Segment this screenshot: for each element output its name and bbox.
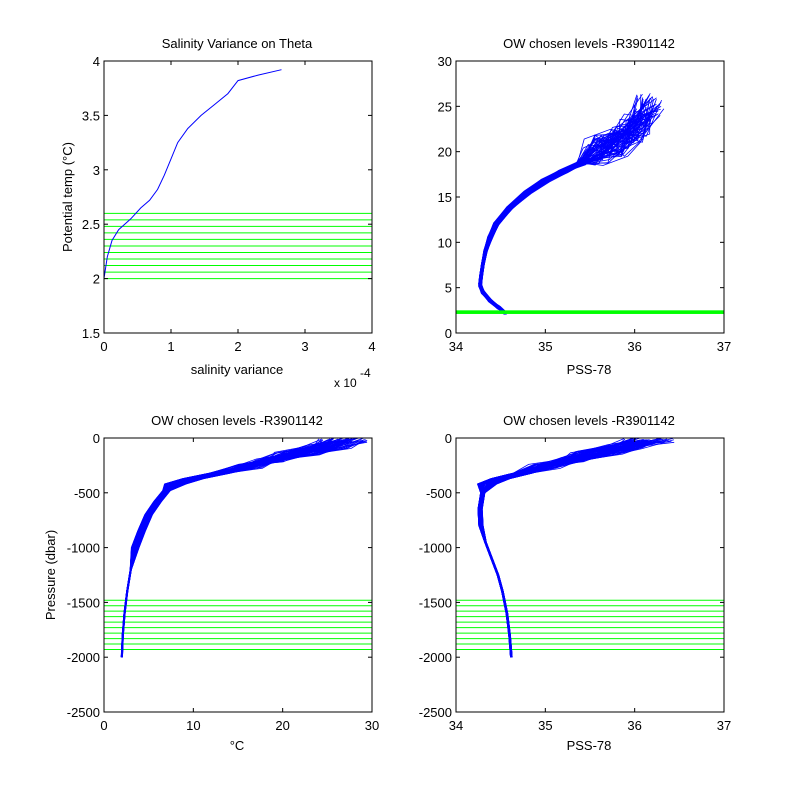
panel-4-title: OW chosen levels -R3901142	[503, 413, 675, 428]
panel-4-marks	[456, 438, 724, 658]
panel-2-xlabel: PSS-78	[567, 362, 612, 377]
panel-2-ytick-label: 20	[438, 145, 452, 160]
ts-profile	[478, 94, 638, 313]
panel-3-ytick-label: 0	[93, 431, 100, 446]
panel-4-ytick-label: -1000	[419, 541, 452, 556]
panel-3-ytick-label: -2000	[67, 650, 100, 665]
ts-profile	[480, 115, 650, 315]
panel-1-ytick-label: 2.5	[82, 217, 100, 232]
panel-2-plot-area	[456, 61, 724, 333]
panel-3-ytick-label: -2500	[67, 705, 100, 720]
panel-1-ylabel: Potential temp (°C)	[60, 142, 75, 252]
salinity-profile	[481, 439, 675, 658]
panel-4-ytick-label: -500	[426, 486, 452, 501]
panel-1-xlabel: salinity variance	[191, 362, 284, 377]
panel-1-xtick-label: 1	[167, 339, 174, 354]
panel-1-marks	[104, 69, 372, 280]
panel-2-title: OW chosen levels -R3901142	[503, 36, 675, 51]
panel-4-background	[456, 438, 724, 712]
panel-3-xtick-label: 10	[186, 718, 200, 733]
salinity-profile	[478, 439, 640, 658]
panel-2-ytick-label: 30	[438, 54, 452, 69]
panel-theta-salinity: OW chosen levels -R3901142 PSS-78	[503, 36, 675, 377]
panel-1-xtick-label: 2	[234, 339, 241, 354]
panel-2-marks	[456, 93, 724, 315]
panel-2-background	[456, 61, 724, 333]
panel-3-title: OW chosen levels -R3901142	[151, 413, 323, 428]
panel-4-ytick-label: -1500	[419, 595, 452, 610]
salinity-profile	[480, 438, 662, 658]
panel-2-xtick-label: 34	[449, 339, 463, 354]
panel-4-xtick-label: 35	[538, 718, 552, 733]
panel-2-ytick-label: 10	[438, 235, 452, 250]
panel-1-title: Salinity Variance on Theta	[162, 36, 313, 51]
panel-pressure-salinity: OW chosen levels -R3901142 PSS-78	[503, 413, 675, 753]
panel-3-marks	[104, 438, 372, 658]
panel-3-xtick-label: 30	[365, 718, 379, 733]
panel-3-xlabel: °C	[230, 738, 245, 753]
panel-1-exponent-base: x 10	[334, 376, 357, 390]
panel-3-xtick-label: 0	[100, 718, 107, 733]
panel-pressure-temperature: OW chosen levels -R3901142 °C Pressure (…	[43, 413, 323, 753]
panel-4-ytick-label: -2500	[419, 705, 452, 720]
panel-1-ytick-label: 4	[93, 54, 100, 69]
panel-1-ytick-label: 1.5	[82, 326, 100, 341]
panel-3-ytick-label: -1000	[67, 541, 100, 556]
panel-3-ylabel: Pressure (dbar)	[43, 530, 58, 620]
panel-4-ytick-label: -2000	[419, 650, 452, 665]
panel-2-ytick-label: 25	[438, 99, 452, 114]
panel-2-xtick-label: 35	[538, 339, 552, 354]
panel-3-background	[104, 438, 372, 712]
panel-4-xtick-label: 37	[717, 718, 731, 733]
panel-4-ytick-label: 0	[445, 431, 452, 446]
panel-1-xtick-label: 0	[100, 339, 107, 354]
panel-2-ytick-label: 0	[445, 326, 452, 341]
panel-salinity-variance: Salinity Variance on Theta salinity vari…	[60, 36, 371, 390]
panel-4-xlabel: PSS-78	[567, 738, 612, 753]
panel-3-plot-area	[104, 438, 372, 712]
variance-line	[104, 69, 282, 279]
panel-3-frame	[103, 437, 373, 713]
panel-3-xtick-label: 20	[275, 718, 289, 733]
temperature-profile	[121, 440, 345, 658]
panel-3-ytick-label: -1500	[67, 595, 100, 610]
panel-1-ytick-label: 2	[93, 272, 100, 287]
panel-4-xtick-label: 36	[627, 718, 641, 733]
panel-4-xtick-label: 34	[449, 718, 463, 733]
panel-1-xtick-label: 4	[368, 339, 375, 354]
panel-1-exponent-power: -4	[360, 366, 371, 380]
panel-2-xtick-label: 36	[627, 339, 641, 354]
panel-1-background	[104, 61, 372, 333]
panel-1-plot-area	[104, 61, 372, 333]
ts-profile	[479, 98, 652, 315]
panel-2-ytick-label: 5	[445, 281, 452, 296]
panel-4-plot-area	[456, 438, 724, 712]
panel-1-ytick-label: 3.5	[82, 108, 100, 123]
panel-2-xtick-label: 37	[717, 339, 731, 354]
panel-1-xtick-label: 3	[301, 339, 308, 354]
panel-3-ytick-label: -500	[74, 486, 100, 501]
level-band	[456, 310, 724, 314]
panel-4-frame	[455, 437, 725, 713]
panel-1-ytick-label: 3	[93, 163, 100, 178]
panel-2-ytick-label: 15	[438, 190, 452, 205]
